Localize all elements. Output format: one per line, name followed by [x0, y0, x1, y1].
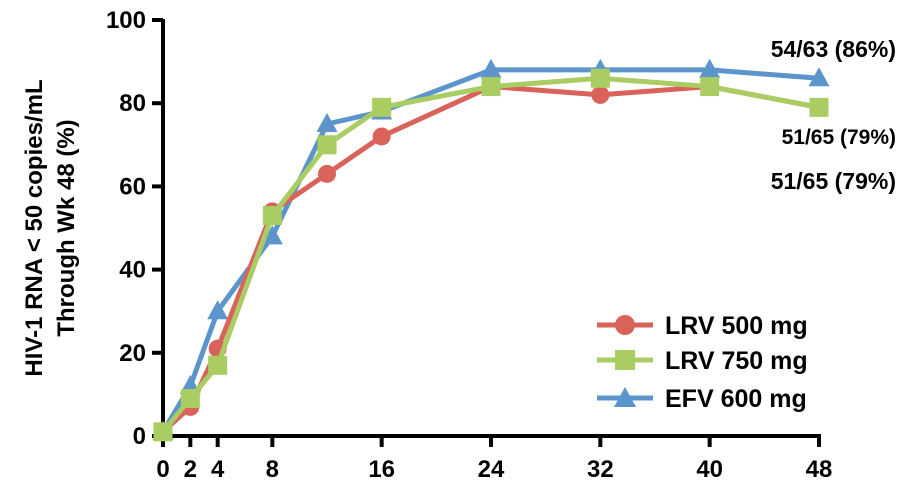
- y-axis-title-line1: HIV-1 RNA < 50 copies/mL: [21, 79, 48, 376]
- annotation-lrv750: 51/65 (79%): [782, 126, 896, 149]
- data-point-efv-600-mg: [207, 300, 229, 320]
- annotation-lrv500: 51/65 (79%): [771, 168, 896, 194]
- y-tick-label: 60: [119, 173, 146, 200]
- data-point-efv-600-mg: [261, 225, 283, 245]
- legend-label-efv600: EFV 600 mg: [665, 385, 807, 413]
- x-tick-label: 4: [211, 456, 225, 483]
- x-tick-label: 24: [478, 456, 505, 483]
- x-tick-label: 32: [587, 456, 614, 483]
- legend-marker-square-icon: [615, 350, 635, 370]
- data-point-lrv-750-mg: [590, 68, 610, 88]
- data-point-lrv-500-mg: [372, 127, 391, 146]
- data-point-efv-600-mg: [480, 58, 502, 78]
- y-tick-label: 0: [133, 423, 146, 450]
- x-tick-label: 8: [266, 456, 279, 483]
- data-point-lrv-750-mg: [372, 97, 392, 117]
- legend-marker-circle-icon: [615, 315, 635, 335]
- data-point-lrv-750-mg: [208, 355, 228, 375]
- data-point-lrv-750-mg: [317, 135, 337, 155]
- legend-label-lrv500: LRV 500 mg: [665, 312, 808, 340]
- legend-item-lrv500: LRV 500 mg: [597, 312, 808, 340]
- data-point-efv-600-mg: [316, 113, 338, 132]
- data-point-lrv-750-mg: [481, 77, 501, 97]
- data-point-lrv-750-mg: [809, 97, 829, 117]
- legend-label-lrv750: LRV 750 mg: [665, 347, 808, 375]
- y-tick-label: 100: [106, 7, 146, 34]
- data-point-efv-600-mg: [699, 58, 721, 78]
- y-tick-label: 20: [119, 340, 146, 367]
- legend-marker-triangle-icon: [614, 387, 636, 407]
- annotation-efv: 54/63 (86%): [771, 36, 896, 62]
- y-tick-label: 40: [119, 257, 146, 284]
- legend: LRV 500 mg LRV 750 mg EFV 600 mg: [597, 312, 808, 413]
- data-point-lrv-500-mg: [591, 85, 610, 104]
- data-point-lrv-750-mg: [153, 422, 173, 442]
- data-point-lrv-750-mg: [180, 389, 200, 409]
- y-axis-title-line2: Through Wk 48 (%): [53, 119, 80, 336]
- data-point-lrv-750-mg: [262, 206, 282, 226]
- series-line-lrv-500-mg: [161, 84, 820, 434]
- data-point-lrv-750-mg: [700, 77, 720, 97]
- data-point-efv-600-mg: [808, 67, 830, 87]
- x-tick-label: 16: [368, 456, 395, 483]
- data-point-lrv-500-mg: [318, 164, 336, 183]
- legend-item-lrv750: LRV 750 mg: [597, 347, 808, 375]
- x-tick-label: 0: [156, 456, 169, 483]
- legend-item-efv600: EFV 600 mg: [597, 385, 807, 413]
- x-tick-label: 40: [696, 456, 723, 483]
- y-tick-label: 80: [119, 90, 146, 117]
- x-tick-label: 2: [184, 456, 197, 483]
- series-line-efv-600-mg: [160, 67, 820, 434]
- series-line-lrv-750-mg: [161, 75, 820, 434]
- x-tick-label: 48: [806, 456, 833, 483]
- series-layer: [152, 58, 830, 442]
- y-ticks: 0 20 40 60 80 100: [106, 7, 163, 450]
- x-ticks: 0 2 4 8 16 24 32 40 48: [156, 436, 832, 483]
